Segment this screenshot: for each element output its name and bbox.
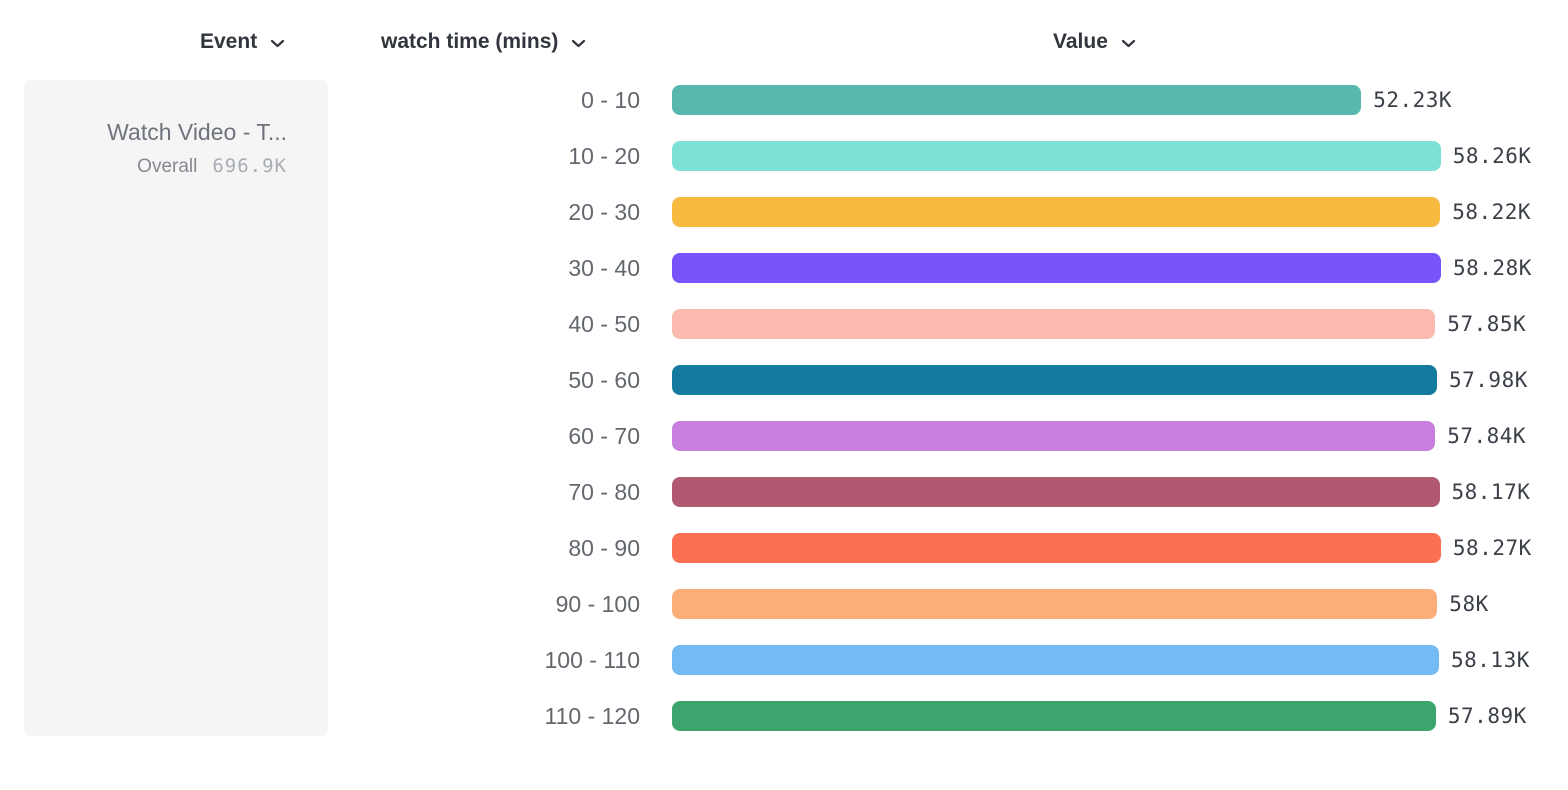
bar-value-label: 57.84K: [1447, 424, 1527, 448]
chevron-down-icon: [270, 39, 285, 48]
chart-row: 20 - 30 58.22K: [0, 184, 1568, 240]
bin-label: 50 - 60: [568, 366, 640, 393]
chart-row: 60 - 70 57.84K: [0, 408, 1568, 464]
bar-value-label: 58.17K: [1451, 480, 1531, 504]
event-column-label: Event: [200, 30, 258, 53]
bar-value-label: 58.28K: [1453, 256, 1532, 280]
chart-row: 30 - 40 58.28K: [0, 240, 1568, 296]
chart-row: 40 - 50 57.85K: [0, 296, 1568, 352]
bin-label: 110 - 120: [544, 702, 640, 729]
bar-value-label: 58K: [1449, 592, 1489, 616]
overall-label: Overall: [137, 156, 198, 177]
overall-value: 696.9K: [212, 155, 287, 177]
chart-row: 80 - 90 58.27K: [0, 520, 1568, 576]
bar[interactable]: [672, 477, 1440, 507]
bin-label: 0 - 10: [581, 86, 640, 113]
bin-label: 30 - 40: [568, 254, 640, 281]
bar-value-label: 57.85K: [1447, 312, 1527, 336]
bar[interactable]: [672, 365, 1437, 395]
bin-label: 80 - 90: [568, 534, 640, 561]
bar[interactable]: [672, 85, 1362, 115]
chevron-down-icon: [1121, 39, 1136, 48]
bar-value-label: 57.98K: [1449, 368, 1528, 392]
bar-value-label: 58.22K: [1452, 200, 1532, 224]
bar[interactable]: [672, 197, 1441, 227]
chevron-down-icon: [571, 39, 586, 48]
bar[interactable]: [672, 701, 1436, 731]
overall-row: Overall 696.9K: [44, 153, 287, 180]
bin-label: 70 - 80: [568, 478, 640, 505]
bar[interactable]: [672, 141, 1441, 171]
bar-value-label: 58.26K: [1452, 144, 1532, 168]
chart-row: 110 - 120 57.89K: [0, 688, 1568, 744]
chart-row: 50 - 60 57.98K: [0, 352, 1568, 408]
breakdown-column-label: watch time (mins): [381, 30, 559, 53]
bar[interactable]: [672, 421, 1436, 451]
breakdown-column-dropdown[interactable]: watch time (mins): [381, 26, 586, 58]
bar[interactable]: [672, 533, 1441, 563]
bar[interactable]: [672, 253, 1441, 283]
bar-value-label: 58.13K: [1451, 648, 1530, 672]
bar-value-label: 57.89K: [1447, 704, 1527, 728]
chart-row: 0 - 10 52.23K: [0, 72, 1568, 128]
bin-label: 90 - 100: [555, 590, 640, 617]
chart-row: 100 - 110 58.13K: [0, 632, 1568, 688]
bar[interactable]: [672, 645, 1439, 675]
bin-label: 60 - 70: [568, 422, 640, 449]
bin-label: 20 - 30: [568, 198, 640, 225]
event-column-dropdown[interactable]: Event: [200, 26, 285, 58]
value-column-label: Value: [1053, 30, 1108, 53]
bar[interactable]: [672, 589, 1438, 619]
event-card: Watch Video - T... Overall 696.9K: [24, 80, 328, 736]
bin-label: 100 - 110: [544, 646, 640, 673]
chart-row: 70 - 80 58.17K: [0, 464, 1568, 520]
bar[interactable]: [672, 309, 1436, 339]
chart-row: 90 - 100 58K: [0, 576, 1568, 632]
chart-row: 10 - 20 58.26K: [0, 128, 1568, 184]
value-column-dropdown[interactable]: Value: [1053, 26, 1136, 58]
event-title[interactable]: Watch Video - T...: [107, 119, 287, 145]
bin-label: 40 - 50: [568, 310, 640, 337]
bin-label: 10 - 20: [568, 142, 640, 169]
chart-rows: 0 - 10 52.23K 10 - 20 58.26K 20 - 30 58.…: [0, 72, 1568, 744]
bar-value-label: 58.27K: [1452, 536, 1532, 560]
bar-value-label: 52.23K: [1373, 88, 1453, 112]
